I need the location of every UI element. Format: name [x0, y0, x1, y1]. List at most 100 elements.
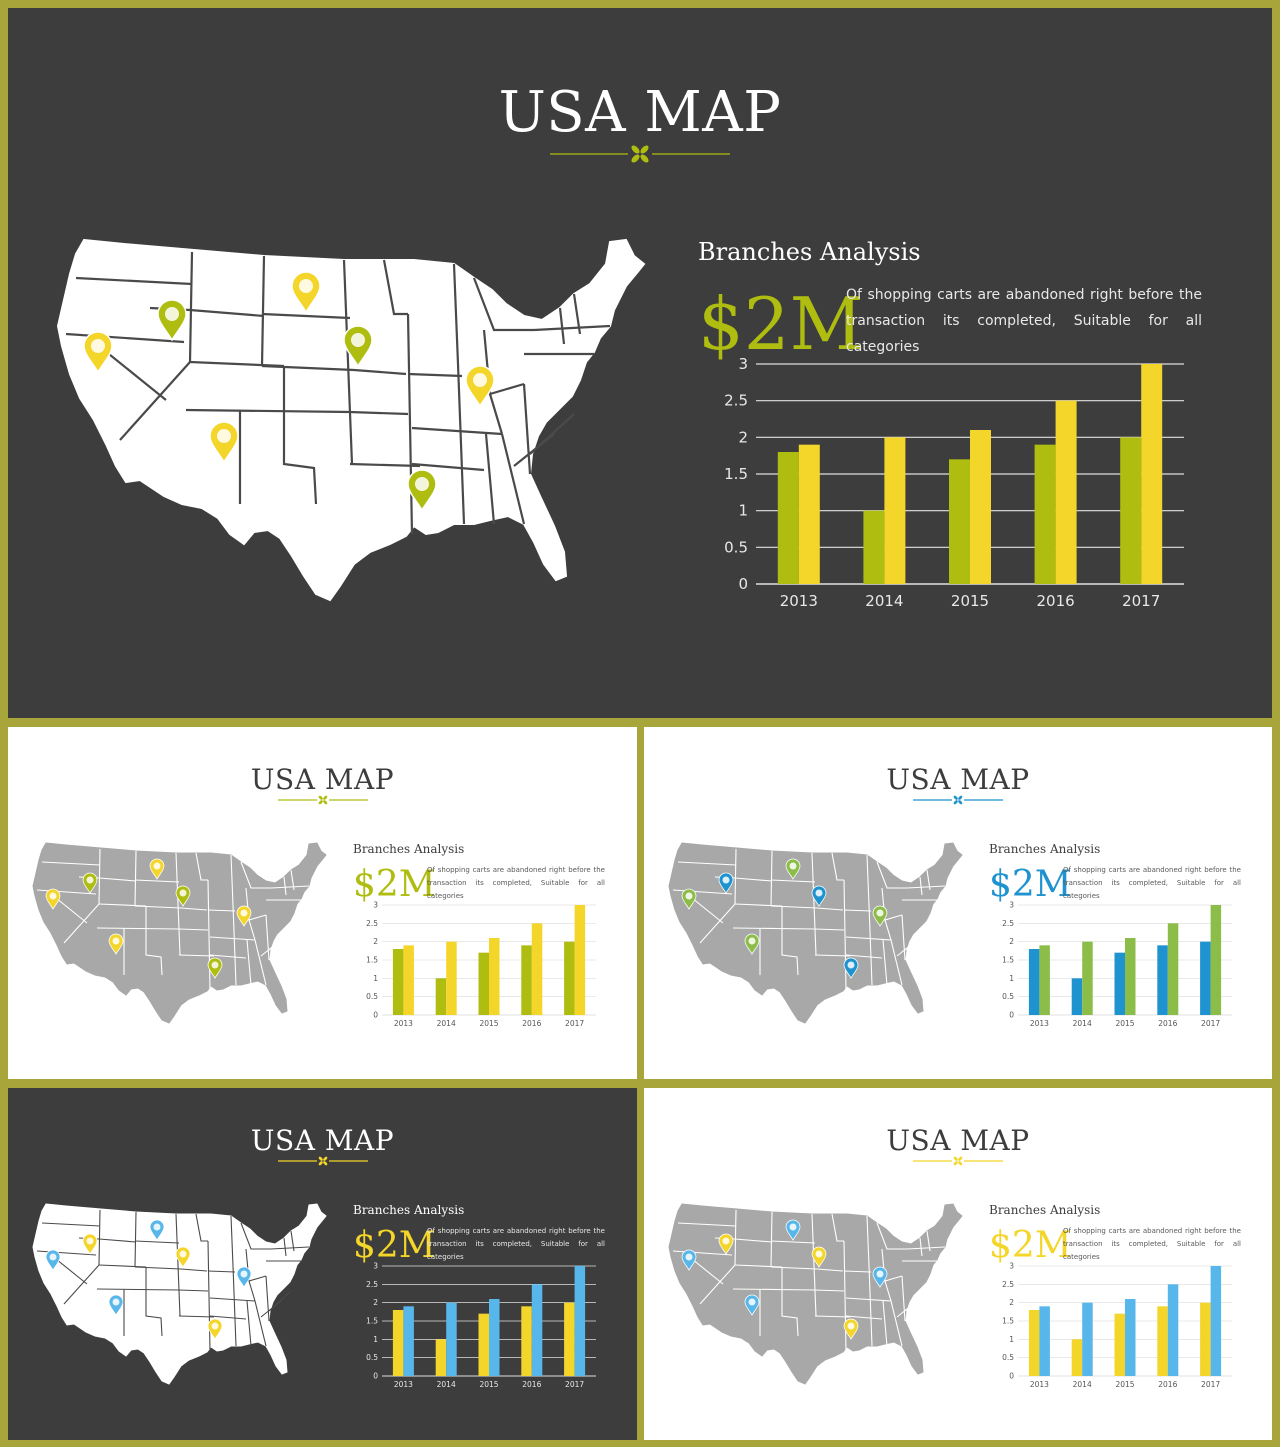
- location-pin-icon[interactable]: [175, 885, 191, 907]
- location-pin-icon[interactable]: [175, 1246, 191, 1268]
- x-tick-label: 2013: [394, 1380, 413, 1389]
- bar: [949, 459, 970, 584]
- state-border: [283, 876, 287, 896]
- state-border: [770, 1211, 773, 1268]
- location-pin-icon[interactable]: [744, 1294, 760, 1316]
- location-pin-icon[interactable]: [83, 331, 113, 374]
- bar: [574, 905, 586, 1015]
- location-pin-icon[interactable]: [785, 1219, 801, 1241]
- location-pin-icon[interactable]: [45, 1249, 61, 1271]
- state-border: [814, 954, 851, 957]
- location-pin-icon[interactable]: [149, 1219, 165, 1241]
- location-pin-icon[interactable]: [207, 957, 223, 979]
- state-border: [770, 850, 773, 907]
- title-divider-ornament: [550, 145, 730, 163]
- location-pin-icon[interactable]: [811, 885, 827, 907]
- location-pin-icon[interactable]: [236, 1266, 252, 1288]
- y-tick-label: 3: [1009, 901, 1014, 910]
- slide-title: USA MAP: [250, 763, 395, 796]
- y-tick-label: 3: [373, 1262, 378, 1271]
- bar: [1055, 400, 1077, 584]
- state-borders: [672, 848, 946, 991]
- state-border: [926, 869, 931, 891]
- state-border: [456, 363, 466, 525]
- location-pin-icon[interactable]: [209, 421, 239, 464]
- bar: [435, 1339, 447, 1376]
- state-border: [254, 1300, 267, 1347]
- state-border: [843, 909, 872, 912]
- x-tick-label: 2013: [394, 1019, 413, 1028]
- bar: [863, 510, 885, 584]
- section-heading: Branches Analysis: [353, 1203, 465, 1217]
- location-pin-icon[interactable]: [843, 1318, 859, 1340]
- state-border: [209, 1297, 256, 1302]
- location-pin-icon[interactable]: [718, 1233, 734, 1255]
- x-tick-label: 2017: [1201, 1019, 1220, 1028]
- state-border: [770, 1240, 816, 1244]
- location-pin-icon[interactable]: [465, 365, 495, 408]
- y-tick-label: 0.5: [1002, 1353, 1014, 1362]
- state-borders: [36, 1209, 310, 1352]
- state-border: [260, 255, 266, 367]
- state-border: [270, 1246, 310, 1250]
- bar: [521, 1306, 532, 1376]
- state-border: [411, 462, 485, 472]
- usa-map: [56, 238, 646, 602]
- state-border: [734, 1238, 773, 1243]
- state-border: [382, 259, 408, 316]
- y-tick-label: 0.5: [724, 538, 748, 556]
- state-border: [770, 879, 816, 883]
- location-pin-icon[interactable]: [108, 1294, 124, 1316]
- state-border: [230, 854, 234, 906]
- bar: [1082, 1302, 1093, 1376]
- bar: [1114, 952, 1125, 1015]
- location-pin-icon[interactable]: [872, 905, 888, 927]
- location-pin-icon[interactable]: [207, 1318, 223, 1340]
- location-pin-icon[interactable]: [82, 1233, 98, 1255]
- location-pin-icon[interactable]: [157, 299, 187, 342]
- state-border: [349, 462, 421, 468]
- state-border: [265, 914, 270, 961]
- state-border: [843, 1240, 847, 1352]
- location-pin-icon[interactable]: [681, 1249, 697, 1271]
- state-border: [134, 1240, 180, 1244]
- location-pin-icon[interactable]: [82, 872, 98, 894]
- bar: [1167, 1284, 1179, 1376]
- description-line-1: Of shopping carts are abandoned right be…: [1063, 1227, 1241, 1235]
- state-border: [290, 1230, 295, 1252]
- bar: [970, 430, 991, 584]
- y-tick-label: 3: [1009, 1262, 1014, 1271]
- state-border: [500, 433, 526, 525]
- bar: [1125, 1299, 1136, 1376]
- y-tick-label: 1.5: [366, 1317, 378, 1326]
- bar: [1039, 1306, 1050, 1376]
- location-pin-icon[interactable]: [811, 1246, 827, 1268]
- state-border: [41, 861, 101, 866]
- location-pin-icon[interactable]: [872, 1266, 888, 1288]
- title-divider-ornament: [277, 1156, 368, 1166]
- x-tick-label: 2016: [1158, 1380, 1177, 1389]
- location-pin-icon[interactable]: [236, 905, 252, 927]
- state-borders: [65, 251, 611, 535]
- state-borders: [672, 1209, 946, 1352]
- amount-value: $2M: [353, 864, 436, 905]
- location-pin-icon[interactable]: [108, 933, 124, 955]
- location-pin-icon[interactable]: [744, 933, 760, 955]
- title-divider-ornament: [913, 795, 1003, 805]
- state-border: [488, 393, 504, 435]
- location-pin-icon[interactable]: [149, 858, 165, 880]
- location-pin-icon[interactable]: [291, 271, 321, 314]
- location-pin-icon[interactable]: [785, 858, 801, 880]
- state-border: [484, 433, 496, 525]
- location-pin-icon[interactable]: [407, 469, 437, 512]
- location-pin-icon[interactable]: [718, 872, 734, 894]
- location-pin-icon[interactable]: [45, 888, 61, 910]
- amount-value: $2M: [989, 864, 1072, 905]
- state-border: [230, 1215, 234, 1267]
- location-pin-icon[interactable]: [343, 325, 373, 368]
- location-pin-icon[interactable]: [681, 888, 697, 910]
- x-tick-label: 2015: [1115, 1380, 1134, 1389]
- description-line-2: transaction its completed, Suitable for …: [427, 1240, 605, 1261]
- location-pin-icon[interactable]: [843, 957, 859, 979]
- y-tick-label: 3: [738, 355, 748, 373]
